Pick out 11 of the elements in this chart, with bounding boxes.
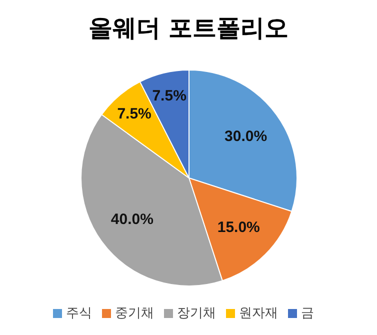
legend-label: 중기채 bbox=[115, 306, 154, 321]
data-label: 7.5% bbox=[117, 105, 152, 122]
legend-label: 장기채 bbox=[177, 306, 216, 321]
data-label: 15.0% bbox=[217, 219, 260, 236]
data-label: 30.0% bbox=[224, 128, 268, 146]
data-label: 7.5% bbox=[152, 88, 186, 105]
legend-label: 금 bbox=[301, 306, 314, 321]
legend-label: 주식 bbox=[66, 306, 92, 321]
data-label: 40.0% bbox=[110, 210, 154, 228]
legend-label: 원자재 bbox=[239, 306, 278, 321]
chart-title: 올웨더 포트폴리오 bbox=[87, 13, 290, 44]
